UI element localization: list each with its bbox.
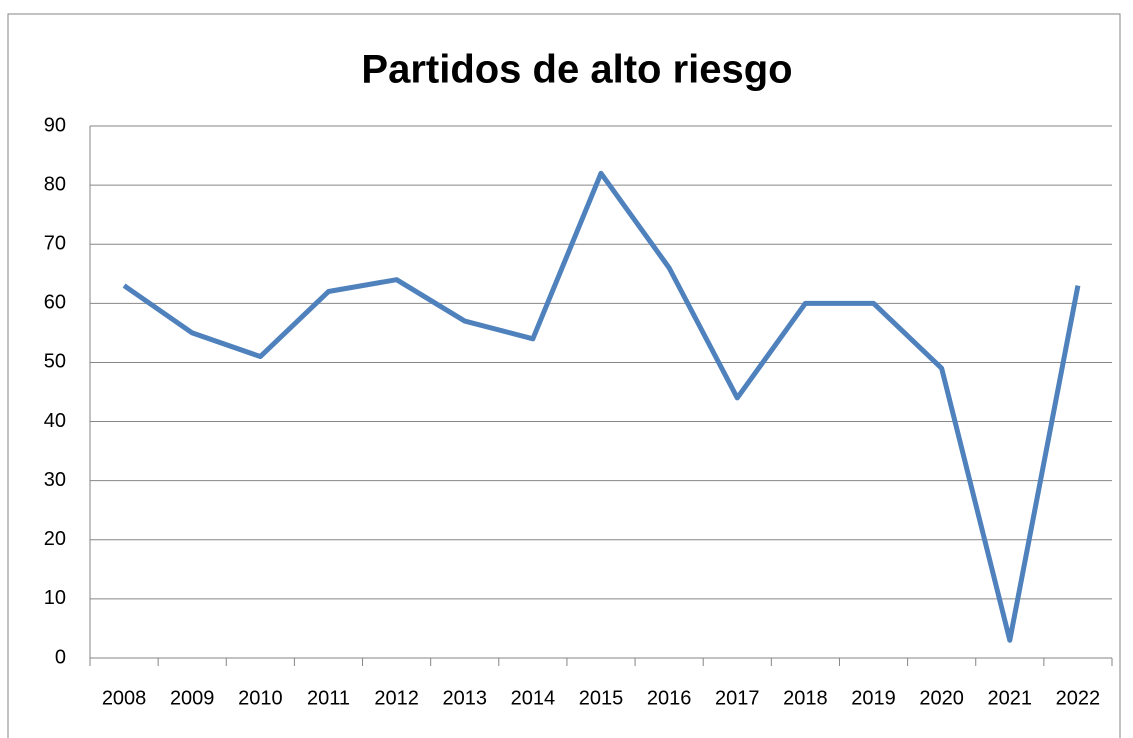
x-tick-label: 2012 <box>374 687 419 709</box>
x-tick-label: 2011 <box>307 687 350 709</box>
x-tick-label: 2019 <box>851 687 896 709</box>
chart-border <box>7 13 1121 738</box>
x-tick-label: 2008 <box>102 687 147 709</box>
data-line <box>122 170 1081 643</box>
x-tick-label: 2015 <box>579 687 624 709</box>
y-tick-label: 90 <box>44 114 66 136</box>
x-tick-label: 2017 <box>715 687 760 709</box>
y-tick-label: 20 <box>44 528 66 550</box>
y-tick-label: 80 <box>44 173 66 195</box>
x-tick-label: 2021 <box>988 687 1033 709</box>
y-tick-label: 70 <box>44 233 66 255</box>
y-tick-label: 0 <box>55 646 66 668</box>
x-tick-label: 2016 <box>647 687 692 709</box>
x-tick-label: 2009 <box>170 687 215 709</box>
x-tick-label: 2020 <box>919 687 964 709</box>
x-tick-label: 2013 <box>442 687 487 709</box>
x-tick-label: 2014 <box>511 687 556 709</box>
chart-title: Partidos de alto riesgo <box>361 48 792 92</box>
y-tick-label: 50 <box>44 351 66 373</box>
y-tick-label: 60 <box>44 292 66 314</box>
x-tick-label: 2022 <box>1056 687 1101 709</box>
y-tick-label: 30 <box>44 469 66 491</box>
x-tick-label: 2018 <box>783 687 828 709</box>
y-tick-label: 40 <box>44 410 66 432</box>
x-tick-label: 2010 <box>238 687 283 709</box>
y-tick-label: 10 <box>44 587 66 609</box>
